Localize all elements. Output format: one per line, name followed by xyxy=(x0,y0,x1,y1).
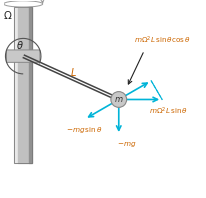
FancyBboxPatch shape xyxy=(6,50,40,62)
Bar xyxy=(14,7,18,163)
Text: $-mg\,\sin\theta$: $-mg\,\sin\theta$ xyxy=(66,125,103,135)
Text: $m\Omega^2 L\,\sin\theta\cos\theta$: $m\Omega^2 L\,\sin\theta\cos\theta$ xyxy=(134,35,191,46)
Bar xyxy=(14,7,32,163)
Text: $m$: $m$ xyxy=(114,95,124,104)
Text: $L$: $L$ xyxy=(70,66,77,78)
Text: $-mg$: $-mg$ xyxy=(117,140,136,149)
Text: $\theta$: $\theta$ xyxy=(16,39,24,51)
Bar xyxy=(28,7,32,163)
Bar xyxy=(18,7,28,163)
Circle shape xyxy=(111,92,127,107)
Text: $m\Omega^2 L\,\sin\theta$: $m\Omega^2 L\,\sin\theta$ xyxy=(149,106,189,117)
Text: $\Omega$: $\Omega$ xyxy=(3,9,12,21)
